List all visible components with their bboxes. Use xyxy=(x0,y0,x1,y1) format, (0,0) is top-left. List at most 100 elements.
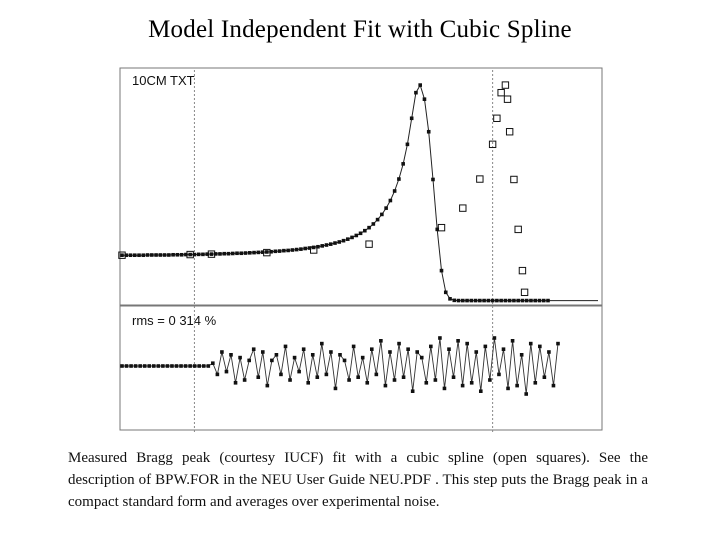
data-point xyxy=(277,249,282,253)
residual-point xyxy=(538,344,542,349)
residual-point xyxy=(138,364,142,368)
residual-point xyxy=(528,341,533,346)
data-point xyxy=(461,298,465,303)
data-point xyxy=(473,298,478,303)
residual-point xyxy=(442,386,447,391)
residual-point xyxy=(392,378,397,382)
slide-title: Model Independent Fit with Cubic Spline xyxy=(148,16,572,43)
residual-point xyxy=(224,369,229,374)
data-point xyxy=(273,249,278,254)
data-point xyxy=(213,252,218,256)
data-point xyxy=(397,177,401,181)
upper-panel-label: 10CM TXT xyxy=(132,73,195,88)
data-point xyxy=(132,253,137,258)
data-point xyxy=(179,252,184,257)
data-point xyxy=(341,238,346,243)
data-point xyxy=(405,142,410,147)
residual-point xyxy=(401,375,406,379)
data-point xyxy=(431,177,435,182)
residual-point xyxy=(260,350,265,354)
data-point xyxy=(124,253,129,258)
data-point xyxy=(205,252,209,256)
residual-point xyxy=(288,378,292,382)
residual-point xyxy=(424,381,429,385)
upper-panel-frame xyxy=(119,67,603,306)
data-point xyxy=(145,253,150,257)
residual-point xyxy=(374,372,379,377)
data-point xyxy=(311,245,316,250)
residual-point xyxy=(297,369,301,374)
residual-point xyxy=(256,375,261,379)
data-point xyxy=(452,298,457,303)
data-point xyxy=(486,298,491,303)
data-point xyxy=(192,252,197,257)
residual-point xyxy=(542,375,547,379)
data-point xyxy=(201,252,205,257)
spline-knot xyxy=(118,251,126,259)
data-point xyxy=(512,298,516,303)
data-point xyxy=(158,253,163,257)
residual-point xyxy=(211,361,215,365)
spline-knot xyxy=(459,204,467,212)
lower-panel-frame xyxy=(119,305,603,431)
residual-point xyxy=(451,375,456,379)
residual-point xyxy=(183,364,188,368)
data-point xyxy=(286,248,290,253)
data-point xyxy=(239,251,244,256)
data-point xyxy=(320,244,325,248)
residual-point xyxy=(447,347,451,351)
residual-point xyxy=(306,381,311,385)
data-point xyxy=(294,247,299,252)
residual-point xyxy=(165,364,170,368)
residual-point xyxy=(197,364,202,368)
residual-point xyxy=(301,347,306,351)
data-point xyxy=(520,298,525,303)
data-point xyxy=(222,251,227,256)
spline-knot xyxy=(503,95,512,103)
data-point xyxy=(367,225,371,230)
spline-knot xyxy=(488,140,497,149)
residual-point xyxy=(465,341,469,346)
figure-caption: Measured Bragg peak (courtesy IUCF) fit … xyxy=(68,450,648,510)
residual-point xyxy=(170,364,174,368)
residual-point xyxy=(551,383,556,388)
data-point xyxy=(265,250,269,254)
spline-knot xyxy=(510,175,518,184)
data-point xyxy=(384,206,388,210)
residual-point xyxy=(142,364,147,368)
residual-point xyxy=(151,364,156,368)
spline-knot xyxy=(518,266,527,275)
data-point xyxy=(150,253,154,257)
residual-point xyxy=(519,353,524,357)
residual-point xyxy=(147,364,152,368)
residual-point xyxy=(292,355,297,360)
data-point xyxy=(218,252,222,256)
data-point xyxy=(175,252,180,257)
residual-point xyxy=(478,389,483,393)
residual-point xyxy=(556,341,560,346)
data-point xyxy=(371,222,376,226)
data-point xyxy=(209,252,214,256)
lower-panel-label: rms = 0 314 % xyxy=(132,313,217,328)
residual-point xyxy=(469,381,474,385)
data-point xyxy=(507,298,512,303)
data-point xyxy=(363,228,367,233)
spline-knot xyxy=(437,223,446,232)
data-point xyxy=(196,252,201,257)
residual-point xyxy=(192,364,197,368)
residual-point xyxy=(438,336,442,340)
data-point xyxy=(456,298,461,303)
data-point xyxy=(546,298,550,303)
residual-point xyxy=(360,355,365,360)
residual-point xyxy=(206,364,211,368)
residual-point xyxy=(365,381,370,385)
data-point xyxy=(307,246,312,250)
residual-point xyxy=(238,355,242,360)
residual-point xyxy=(324,372,329,377)
residual-point xyxy=(156,364,161,368)
data-point xyxy=(380,212,384,217)
residual-point xyxy=(501,347,506,351)
residual-point xyxy=(356,375,360,379)
residual-point xyxy=(174,364,179,368)
residual-point xyxy=(383,383,388,388)
